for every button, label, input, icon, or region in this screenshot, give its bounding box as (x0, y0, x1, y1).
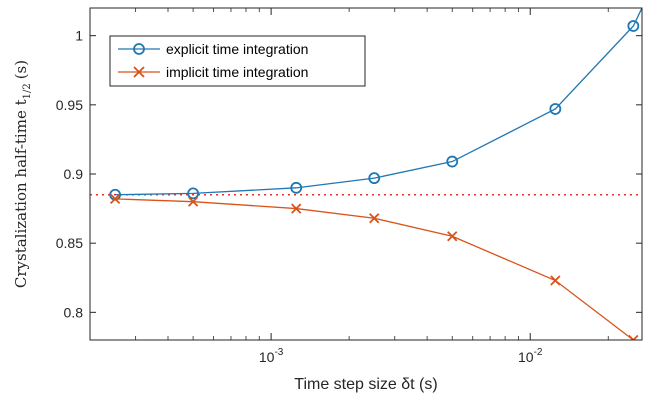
data-point-implicit (187, 196, 199, 207)
legend-marker-x-icon (133, 66, 145, 78)
data-point-implicit (109, 193, 121, 205)
data-point-explicit (549, 103, 562, 115)
legend-box (109, 35, 366, 87)
series-layer (109, 8, 642, 340)
data-point-implicit (291, 203, 302, 214)
y-tick-label: 0.8 (64, 304, 84, 320)
data-point-explicit (290, 181, 303, 194)
data-point-explicit (446, 155, 459, 168)
legend: explicit time integration implicit time … (109, 35, 366, 87)
y-tick-label: 0.85 (56, 235, 83, 251)
data-point-implicit (628, 334, 639, 340)
y-axis-label: Crystalization half-time t1/2 (s) (12, 60, 33, 288)
y-tick-label: 0.95 (56, 97, 83, 113)
y-tick-label: 0.9 (64, 166, 84, 182)
series-line-1 (115, 198, 634, 340)
data-point-implicit (550, 275, 561, 286)
x-tick-label: 10-2 (518, 347, 543, 365)
data-point-implicit (447, 231, 458, 242)
data-point-explicit (187, 187, 200, 200)
data-point-explicit (368, 172, 381, 185)
y-axis-label-subscript: 1/2 (22, 83, 33, 99)
data-point-implicit (369, 213, 380, 224)
axes-layer: 0.8 0.85 0.9 0.95 1 10-3 10-2 (56, 8, 642, 365)
y-axis-label-main: Crystalization half-time t (12, 99, 30, 288)
data-point-explicit (627, 20, 640, 32)
x-axis-label: Time step size δt (s) (294, 376, 437, 393)
legend-item-implicit: implicit time integration (118, 64, 308, 80)
legend-item-explicit: explicit time integration (118, 41, 308, 57)
series-line-0 (115, 8, 642, 196)
legend-marker-circle-icon (133, 43, 145, 55)
y-tick-label: 1 (75, 28, 83, 44)
legend-label-explicit: explicit time integration (166, 41, 308, 57)
y-axis-label-unit: (s) (12, 60, 30, 79)
legend-label-implicit: implicit time integration (166, 64, 308, 80)
x-tick-label: 10-3 (259, 347, 284, 365)
